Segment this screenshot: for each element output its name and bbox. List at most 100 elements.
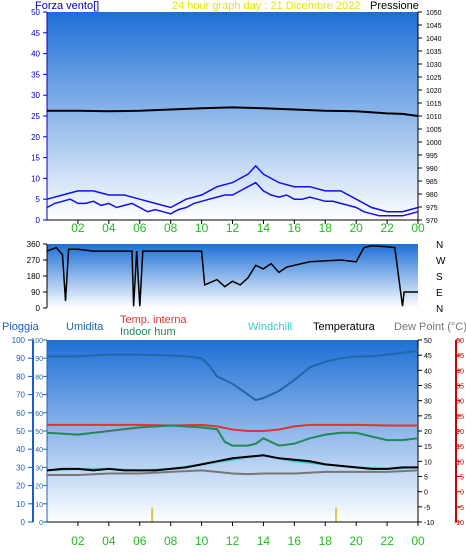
series-forza-vento: [46, 181, 419, 217]
wind-tick-label: 10: [31, 174, 40, 183]
temp-tick-label: -5: [424, 505, 430, 512]
hour-label: 02: [71, 221, 85, 235]
pressure-tick-label: 1050: [426, 10, 442, 17]
rain-tick-label: 90: [16, 354, 25, 363]
wind-tick-label: 0: [36, 216, 41, 225]
series-indoor-hum: [46, 424, 419, 447]
direction-tick-label: 0: [36, 304, 41, 313]
hour-label: 20: [349, 221, 363, 235]
series-pressione: [47, 106, 419, 117]
hour-label: 20: [349, 534, 363, 548]
plot-area-2: [47, 244, 418, 308]
pressure-tick-label: 1000: [426, 140, 442, 147]
pressure-tick-label: 970: [426, 218, 438, 225]
temp-tick-label: 45: [424, 353, 432, 360]
hour-label: 08: [164, 221, 178, 235]
rain-tick-label: 70: [16, 391, 25, 400]
direction-tick-label: 270: [27, 256, 41, 265]
hour-label: 14: [257, 534, 271, 548]
hour-label: 00: [411, 534, 425, 548]
rain-tick-label: 0: [21, 518, 26, 527]
compass-label-n: N: [436, 240, 443, 251]
wind-tick-label: 15: [31, 154, 40, 163]
temp-tick-label: 0: [424, 490, 428, 497]
hour-label: 12: [226, 221, 240, 235]
temp-tick-label: 20: [424, 429, 432, 436]
direction-tick-label: 360: [27, 240, 41, 249]
hour-label: 22: [380, 534, 394, 548]
wind-tick-label: 20: [31, 133, 40, 142]
temp-tick-label: 10: [424, 459, 432, 466]
wind-tick-label: 25: [31, 112, 40, 121]
hour-label: 04: [102, 534, 116, 548]
pressure-tick-label: 1030: [426, 62, 442, 69]
wind-tick-label: 5: [36, 195, 41, 204]
humidity-tick-label: 40: [35, 447, 43, 454]
temp-right-tick-label: 35: [456, 384, 464, 391]
series-temperatura: [46, 454, 418, 472]
direction-tick-label: 180: [27, 272, 41, 281]
pressure-tick-label: 1040: [426, 36, 442, 43]
temp-right-tick-label: 40: [456, 368, 464, 375]
humidity-tick-label: 80: [35, 374, 43, 381]
compass-label-s: S: [436, 272, 443, 283]
pressure-tick-label: 985: [426, 179, 438, 186]
humidity-tick-label: 60: [35, 411, 43, 418]
hour-label: 10: [195, 534, 209, 548]
humidity-tick-label: 100: [31, 338, 43, 345]
hour-label: 16: [288, 221, 302, 235]
pressure-tick-label: 980: [426, 192, 438, 199]
humidity-tick-label: 30: [35, 465, 43, 472]
indoor-hum-legend: Indoor hum: [120, 326, 176, 338]
temp-right-tick-label: -10: [454, 520, 464, 527]
dewpoint-legend: Dew Point (°C): [394, 321, 466, 333]
wind-tick-label: 40: [31, 50, 40, 59]
hour-label: 04: [102, 221, 116, 235]
temp-tick-label: 25: [424, 414, 432, 421]
hour-label: 18: [319, 221, 333, 235]
hour-label: 00: [411, 221, 425, 235]
hour-label: 22: [380, 221, 394, 235]
rain-tick-label: 30: [16, 463, 25, 472]
humidity-tick-label: 90: [35, 356, 43, 363]
humidity-legend: Umidita: [66, 321, 104, 333]
temp-right-tick-label: 30: [456, 399, 464, 406]
temp-tick-label: 50: [424, 338, 432, 345]
temp-right-tick-label: 10: [456, 459, 464, 466]
temp-tick-label: 30: [424, 399, 432, 406]
rain-tick-label: 80: [16, 372, 25, 381]
hour-label: 10: [195, 221, 209, 235]
hour-label: 02: [71, 534, 85, 548]
temp-right-tick-label: 15: [456, 444, 464, 451]
temp-interna-legend: Temp. interna: [120, 314, 187, 326]
pressure-tick-label: 1035: [426, 49, 442, 56]
windchill-legend: Windchill: [248, 321, 293, 333]
compass-label-n: N: [436, 304, 443, 315]
temp-tick-label: 5: [424, 475, 428, 482]
temp-right-tick-label: 25: [456, 414, 464, 421]
hour-label: 18: [319, 534, 333, 548]
wind-tick-label: 45: [31, 29, 40, 38]
temp-tick-label: 15: [424, 444, 432, 451]
temperature-legend: Temperatura: [313, 321, 375, 333]
pressure-tick-label: 1010: [426, 114, 442, 121]
temp-right-tick-label: 5: [460, 475, 464, 482]
direction-tick-label: 90: [31, 288, 40, 297]
temp-tick-label: 40: [424, 368, 432, 375]
rain-tick-label: 50: [16, 427, 25, 436]
humidity-tick-label: 50: [35, 429, 43, 436]
series-wind-direction: [46, 245, 418, 307]
temp-tick-label: 35: [424, 384, 432, 391]
pressure-tick-label: 1025: [426, 75, 442, 82]
series-raffica: [46, 164, 419, 213]
humidity-tick-label: 0: [39, 520, 43, 527]
hour-label: 06: [133, 221, 147, 235]
pressure-tick-label: 1020: [426, 88, 442, 95]
temp-right-tick-label: 50: [456, 338, 464, 345]
rain-legend: Pioggia: [2, 321, 39, 333]
pressure-tick-label: 1015: [426, 101, 442, 108]
temp-tick-label: -10: [424, 520, 434, 527]
hour-label: 12: [226, 534, 240, 548]
